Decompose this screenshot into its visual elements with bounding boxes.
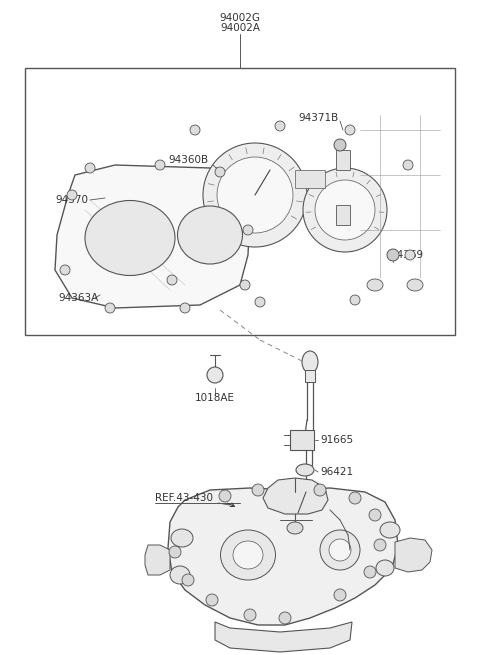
Polygon shape	[168, 488, 398, 625]
Ellipse shape	[171, 529, 193, 547]
Text: 94360B: 94360B	[168, 155, 208, 165]
Ellipse shape	[387, 249, 399, 261]
Ellipse shape	[279, 612, 291, 624]
Ellipse shape	[244, 609, 256, 621]
Text: 94370: 94370	[55, 195, 88, 205]
Text: 94363A: 94363A	[58, 293, 98, 303]
Polygon shape	[345, 105, 448, 282]
Text: 94371B: 94371B	[298, 113, 338, 123]
Ellipse shape	[334, 589, 346, 601]
Bar	[25, 68, 455, 335]
Ellipse shape	[334, 139, 346, 151]
Ellipse shape	[438, 214, 452, 225]
Ellipse shape	[405, 250, 415, 260]
Ellipse shape	[438, 160, 452, 170]
Ellipse shape	[206, 594, 218, 606]
Ellipse shape	[345, 125, 355, 135]
Ellipse shape	[374, 539, 386, 551]
Ellipse shape	[329, 539, 351, 561]
Ellipse shape	[170, 566, 190, 584]
Ellipse shape	[180, 303, 190, 313]
Ellipse shape	[403, 160, 413, 170]
Text: 91665: 91665	[320, 435, 353, 445]
Ellipse shape	[341, 143, 355, 153]
Ellipse shape	[215, 167, 225, 177]
Ellipse shape	[349, 492, 361, 504]
Ellipse shape	[287, 522, 303, 534]
Ellipse shape	[167, 275, 177, 285]
Polygon shape	[165, 125, 415, 302]
Ellipse shape	[302, 351, 318, 373]
Ellipse shape	[219, 490, 231, 502]
Ellipse shape	[350, 295, 360, 305]
Ellipse shape	[364, 566, 376, 578]
Ellipse shape	[190, 125, 200, 135]
Ellipse shape	[368, 271, 382, 282]
Text: REF.43-430: REF.43-430	[155, 493, 213, 503]
Text: 1018AE: 1018AE	[195, 393, 235, 403]
Ellipse shape	[217, 157, 293, 233]
Ellipse shape	[233, 541, 263, 569]
Ellipse shape	[182, 574, 194, 586]
Polygon shape	[263, 478, 328, 514]
Ellipse shape	[169, 546, 181, 558]
Ellipse shape	[369, 509, 381, 521]
Ellipse shape	[367, 279, 383, 291]
Ellipse shape	[85, 163, 95, 173]
Ellipse shape	[105, 303, 115, 313]
Ellipse shape	[358, 115, 372, 126]
Ellipse shape	[252, 484, 264, 496]
Ellipse shape	[320, 530, 360, 570]
Ellipse shape	[303, 168, 387, 252]
Ellipse shape	[296, 464, 314, 476]
Bar	[336, 205, 350, 225]
Ellipse shape	[341, 189, 355, 200]
Ellipse shape	[380, 522, 400, 538]
Ellipse shape	[314, 484, 326, 496]
Ellipse shape	[67, 190, 77, 200]
Bar	[305, 370, 315, 382]
Ellipse shape	[275, 121, 285, 131]
Ellipse shape	[418, 113, 432, 124]
Ellipse shape	[343, 250, 357, 261]
Text: 96421: 96421	[320, 467, 353, 477]
Ellipse shape	[243, 225, 253, 235]
Polygon shape	[215, 622, 352, 652]
Ellipse shape	[85, 200, 175, 276]
Ellipse shape	[155, 160, 165, 170]
Polygon shape	[145, 545, 170, 575]
Bar	[295, 170, 325, 188]
Ellipse shape	[255, 297, 265, 307]
Text: 94369: 94369	[390, 250, 423, 260]
Ellipse shape	[60, 265, 70, 275]
Polygon shape	[395, 538, 432, 572]
Polygon shape	[290, 430, 314, 450]
Text: 94002A: 94002A	[220, 23, 260, 33]
Ellipse shape	[407, 279, 423, 291]
Ellipse shape	[220, 530, 276, 580]
Ellipse shape	[438, 134, 452, 145]
Ellipse shape	[178, 206, 242, 264]
Ellipse shape	[240, 280, 250, 290]
Ellipse shape	[207, 367, 223, 383]
Ellipse shape	[203, 143, 307, 247]
Bar	[336, 150, 350, 170]
Ellipse shape	[408, 269, 422, 280]
Polygon shape	[55, 165, 250, 308]
Ellipse shape	[376, 560, 394, 576]
Text: 94002G: 94002G	[219, 13, 261, 23]
Ellipse shape	[315, 180, 375, 240]
Ellipse shape	[433, 252, 447, 263]
